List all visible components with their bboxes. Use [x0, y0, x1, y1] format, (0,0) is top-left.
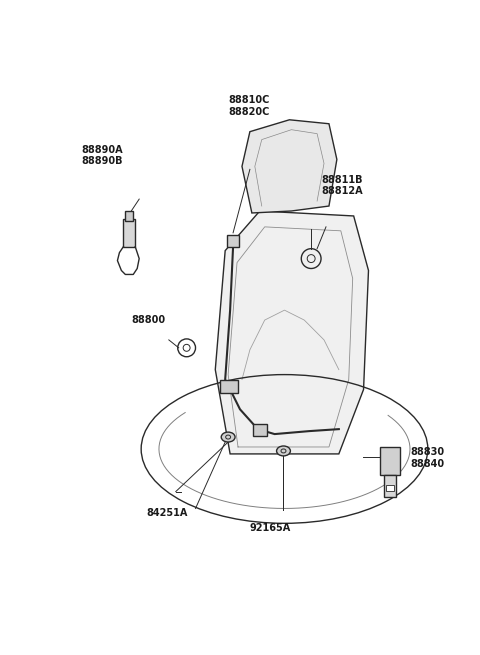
- Bar: [253, 424, 267, 436]
- Text: 84251A: 84251A: [146, 508, 188, 519]
- Text: 88800: 88800: [131, 315, 166, 325]
- Polygon shape: [242, 120, 337, 213]
- Bar: [220, 379, 238, 394]
- Text: 88890A
88890B: 88890A 88890B: [82, 145, 123, 166]
- Bar: [384, 475, 396, 496]
- Bar: [386, 485, 394, 491]
- Ellipse shape: [221, 432, 235, 442]
- Bar: [227, 234, 239, 247]
- Ellipse shape: [276, 446, 290, 456]
- Bar: [380, 447, 400, 475]
- Text: 88811B
88812A: 88811B 88812A: [321, 174, 363, 196]
- Bar: [123, 219, 135, 247]
- Text: 88830
88840: 88830 88840: [410, 447, 444, 468]
- Bar: [125, 211, 133, 221]
- Text: 88810C
88820C: 88810C 88820C: [228, 95, 269, 117]
- Text: 92165A: 92165A: [250, 523, 291, 533]
- Polygon shape: [216, 211, 369, 454]
